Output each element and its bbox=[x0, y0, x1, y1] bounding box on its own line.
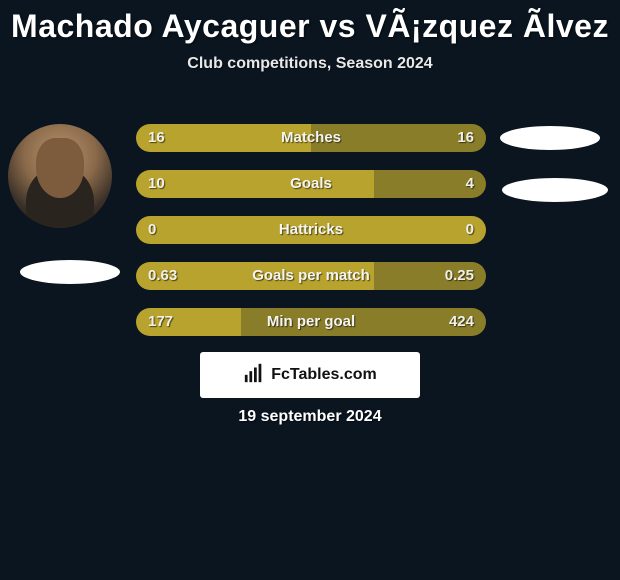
fctables-logo-link[interactable]: FcTables.com bbox=[200, 352, 420, 398]
stat-right-value: 16 bbox=[457, 124, 474, 152]
stat-right-value: 0.25 bbox=[445, 262, 474, 290]
stat-row-matches: 16 Matches 16 bbox=[136, 124, 486, 152]
stat-label: Min per goal bbox=[136, 308, 486, 336]
stat-label: Goals bbox=[136, 170, 486, 198]
player-right-ellipse-1 bbox=[500, 126, 600, 150]
stat-row-goals: 10 Goals 4 bbox=[136, 170, 486, 198]
logo-text: FcTables.com bbox=[271, 366, 377, 384]
stat-row-goals-per-match: 0.63 Goals per match 0.25 bbox=[136, 262, 486, 290]
player-left-avatar bbox=[8, 124, 112, 228]
stat-right-value: 424 bbox=[449, 308, 474, 336]
bar-chart-icon bbox=[243, 362, 265, 389]
page-title: Machado Aycaguer vs VÃ¡zquez Ãlvez bbox=[0, 0, 620, 45]
stat-label: Goals per match bbox=[136, 262, 486, 290]
stats-container: 16 Matches 16 10 Goals 4 0 Hattricks 0 0… bbox=[136, 124, 486, 354]
stat-label: Matches bbox=[136, 124, 486, 152]
stat-row-min-per-goal: 177 Min per goal 424 bbox=[136, 308, 486, 336]
player-left-base-ellipse bbox=[20, 260, 120, 284]
stat-right-value: 4 bbox=[466, 170, 474, 198]
comparison-date: 19 september 2024 bbox=[0, 408, 620, 426]
stat-row-hattricks: 0 Hattricks 0 bbox=[136, 216, 486, 244]
player-right-ellipse-2 bbox=[502, 178, 608, 202]
stat-right-value: 0 bbox=[466, 216, 474, 244]
stat-label: Hattricks bbox=[136, 216, 486, 244]
comparison-card: Machado Aycaguer vs VÃ¡zquez Ãlvez Club … bbox=[0, 0, 620, 580]
page-subtitle: Club competitions, Season 2024 bbox=[0, 55, 620, 73]
